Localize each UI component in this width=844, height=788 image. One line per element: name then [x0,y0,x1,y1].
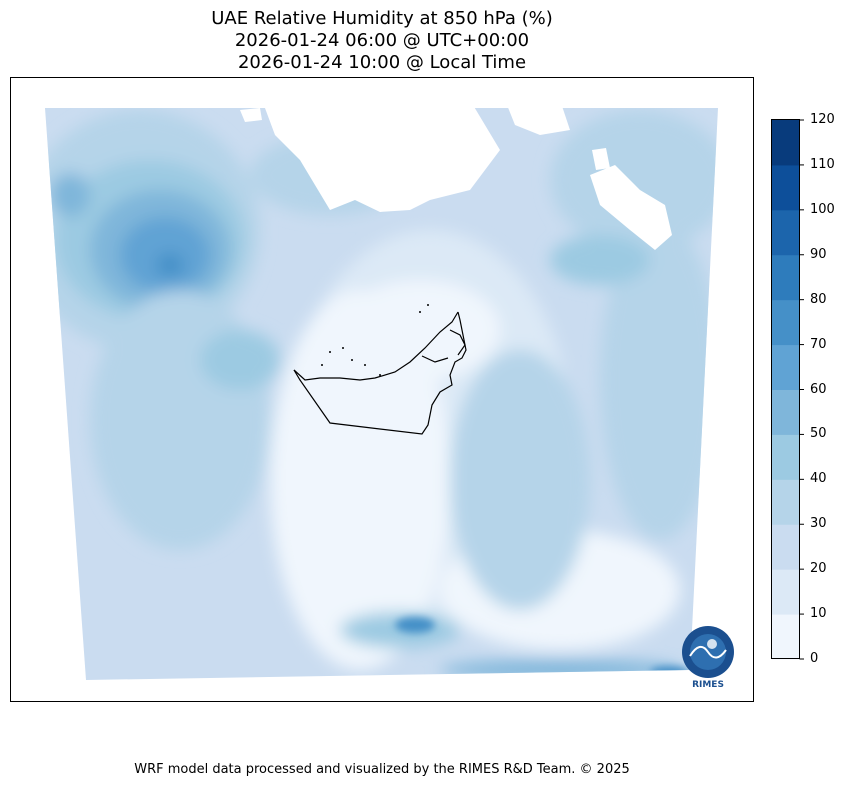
colorbar-tick-label: 60 [810,381,827,397]
colorbar-segment [772,389,799,435]
colorbar-tick-label: 100 [810,201,835,217]
colorbar-tick-label: 90 [810,246,827,262]
humidity-field [45,108,718,680]
rimes-logo [682,626,734,678]
colorbar [772,120,799,660]
coastal-islands [321,304,429,376]
colorbar-tick-label: 80 [810,291,827,307]
colorbar-segment [772,299,799,346]
colorbar-tick-label: 70 [810,336,827,352]
colorbar-segment [772,434,799,480]
colorbar-tick-label: 10 [810,606,827,622]
masked-terrain [240,108,672,250]
uae-border [293,311,467,435]
colorbar-segment [772,209,799,256]
colorbar-segment [772,614,799,660]
colorbar-segment [772,254,799,301]
colorbar-tick-label: 40 [810,471,827,487]
colorbar-tick-label: 50 [810,426,827,442]
colorbar-segment [772,569,799,615]
colorbar-segment [772,479,799,525]
footer-credit: WRF model data processed and visualized … [134,762,630,777]
colorbar-tick-label: 0 [810,651,819,666]
colorbar-ticks [799,119,804,660]
chart-title-line1: UAE Relative Humidity at 850 hPa (%) [211,8,553,29]
rimes-logo-text: RIMES [692,680,724,690]
colorbar-tick-label: 20 [810,561,827,577]
colorbar-segment [772,120,799,166]
colorbar-segment [772,524,799,570]
colorbar-segment [772,164,799,211]
chart-title-line2: 2026-01-24 06:00 @ UTC+00:00 [234,30,530,51]
chart-title-line3: 2026-01-24 10:00 @ Local Time [237,52,527,73]
colorbar-tick-label: 110 [810,156,835,172]
colorbar-tick-label: 120 [810,112,835,127]
colorbar-tick-label: 30 [810,516,827,532]
colorbar-segment [772,344,799,390]
